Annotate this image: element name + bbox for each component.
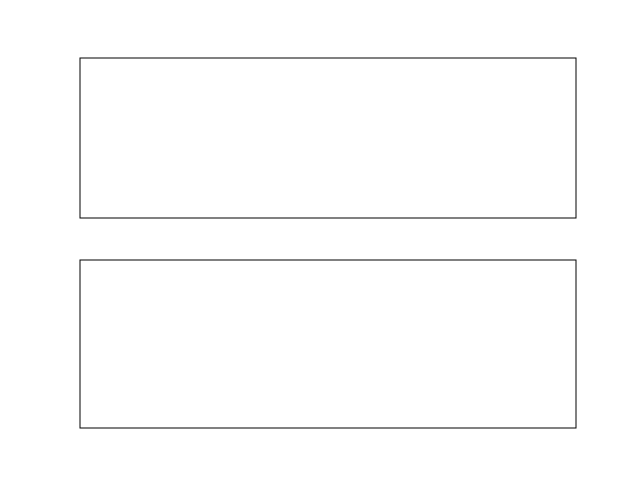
reward-plot-frame <box>79 259 577 429</box>
reward-panel <box>79 259 577 429</box>
choices-panel <box>79 57 577 219</box>
choices-plot-frame <box>79 57 577 219</box>
